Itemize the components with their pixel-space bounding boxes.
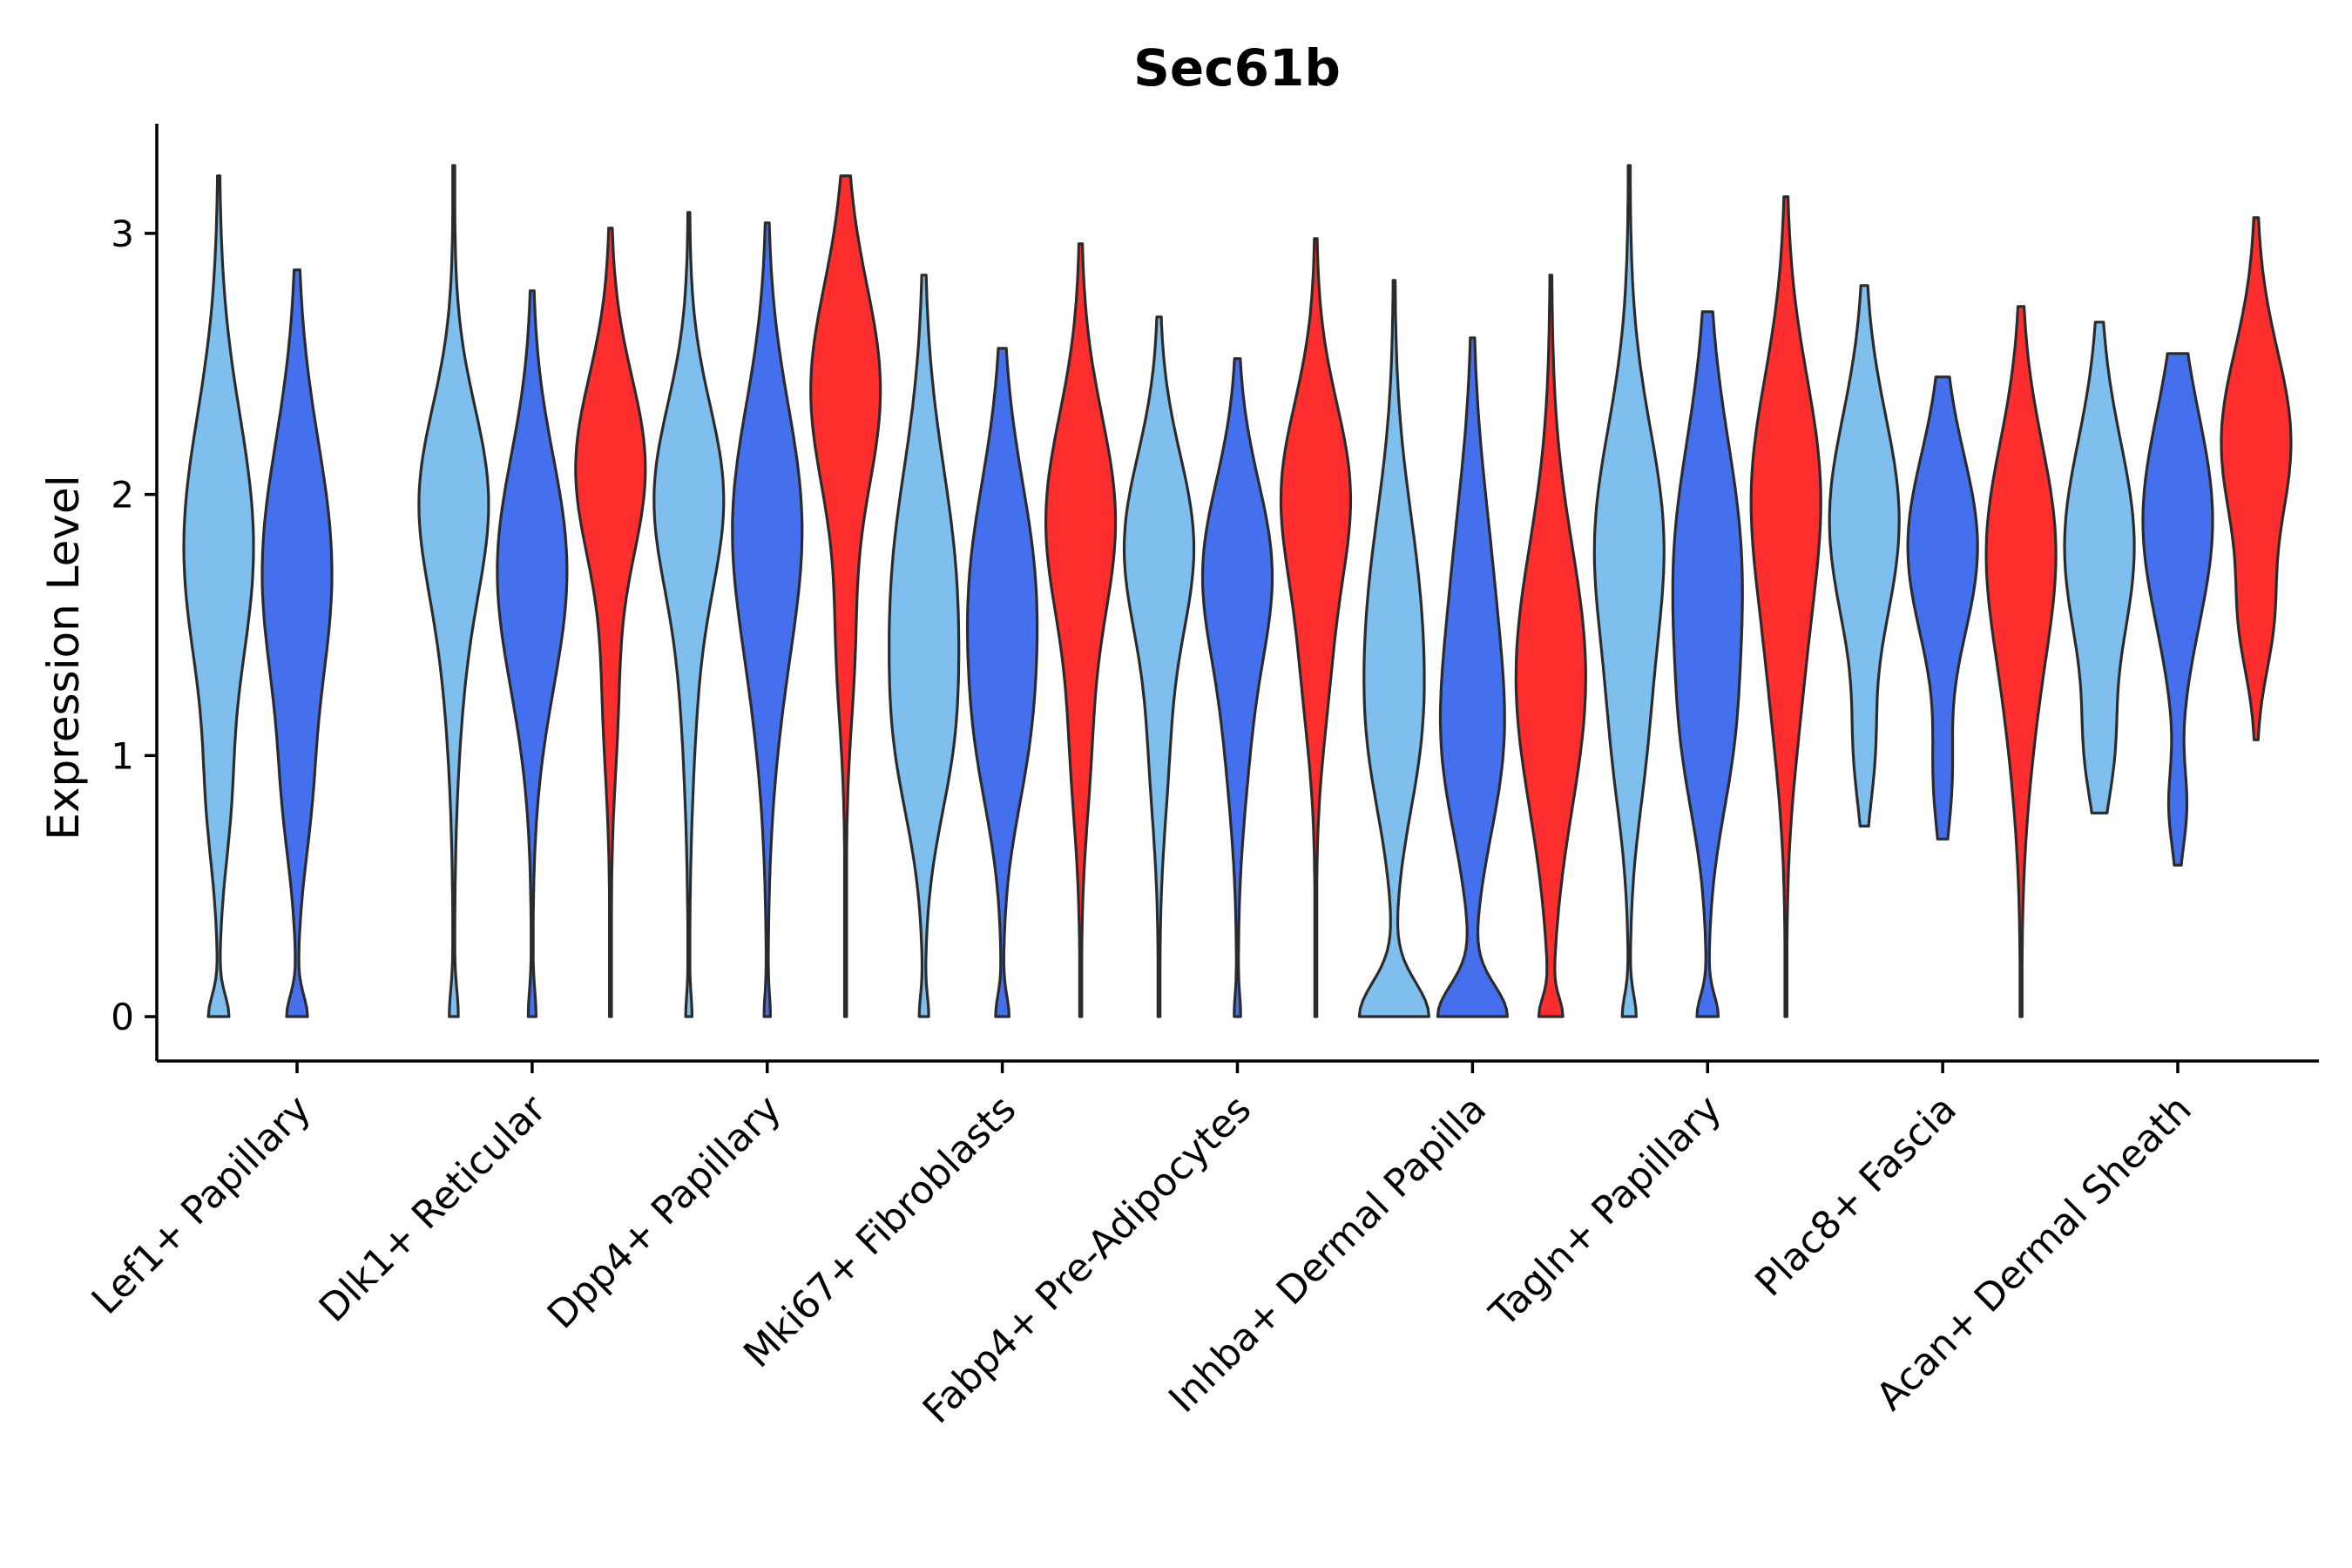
violin-fabp4-pre-adipocytes-group1 bbox=[1122, 315, 1196, 1018]
violin-dlk1-reticular-group3 bbox=[574, 226, 647, 1018]
violin-mki67-fibroblasts-group1 bbox=[888, 274, 961, 1018]
violin-lef1-papillary-group2 bbox=[260, 268, 334, 1018]
y-ticks: 0 1 2 3 bbox=[111, 213, 157, 1038]
x-tick-label-lef1-papillary: Lef1+ Papillary bbox=[84, 1087, 320, 1323]
violin-acan-dermal-sheath-group2 bbox=[2141, 352, 2214, 867]
y-tick-label: 3 bbox=[111, 213, 134, 255]
violins-layer bbox=[182, 164, 2293, 1018]
violin-inhba-dermal-papilla-group1 bbox=[1357, 279, 1430, 1018]
violin-tagln-papillary-group1 bbox=[1592, 164, 1666, 1018]
y-tick-label: 1 bbox=[111, 734, 134, 777]
violin-inhba-dermal-papilla-group2 bbox=[1436, 336, 1509, 1018]
violin-fabp4-pre-adipocytes-group3 bbox=[1279, 237, 1353, 1018]
violin-dpp4-papillary-group2 bbox=[731, 221, 804, 1018]
violin-lef1-papillary-group1 bbox=[182, 174, 255, 1018]
violin-dlk1-reticular-group1 bbox=[417, 164, 490, 1018]
violin-dpp4-papillary-group1 bbox=[652, 211, 726, 1018]
violin-tagln-papillary-group2 bbox=[1671, 310, 1744, 1018]
violin-tagln-papillary-group3 bbox=[1749, 195, 1822, 1018]
chart-title: Sec61b bbox=[1133, 38, 1341, 98]
x-tick-label-tagln-papillary: Tagln+ Papillary bbox=[1481, 1087, 1730, 1336]
violin-acan-dermal-sheath-group1 bbox=[2063, 321, 2136, 814]
violin-acan-dermal-sheath-group3 bbox=[2220, 216, 2293, 741]
y-tick-label: 2 bbox=[111, 474, 134, 517]
y-axis-label: Expression Level bbox=[38, 475, 89, 840]
x-tick-label-dlk1-reticular: Dlk1+ Reticular bbox=[311, 1086, 556, 1331]
x-tick-label-dpp4-papillary: Dpp4+ Papillary bbox=[539, 1087, 790, 1338]
y-tick-label: 0 bbox=[111, 996, 134, 1038]
x-tick-label-plac8-fascia: Plac8+ Fascia bbox=[1747, 1087, 1965, 1306]
violin-mki67-fibroblasts-group3 bbox=[1044, 242, 1118, 1018]
violin-plac8-fascia-group2 bbox=[1906, 375, 1979, 841]
violin-fabp4-pre-adipocytes-group2 bbox=[1200, 357, 1274, 1018]
violin-dlk1-reticular-group2 bbox=[496, 289, 569, 1018]
violin-mki67-fibroblasts-group2 bbox=[966, 347, 1039, 1018]
violin-dpp4-papillary-group3 bbox=[809, 174, 882, 1018]
violin-inhba-dermal-papilla-group3 bbox=[1514, 274, 1587, 1018]
violin-plac8-fascia-group3 bbox=[1984, 305, 2058, 1018]
violin-plac8-fascia-group1 bbox=[1828, 284, 1901, 828]
